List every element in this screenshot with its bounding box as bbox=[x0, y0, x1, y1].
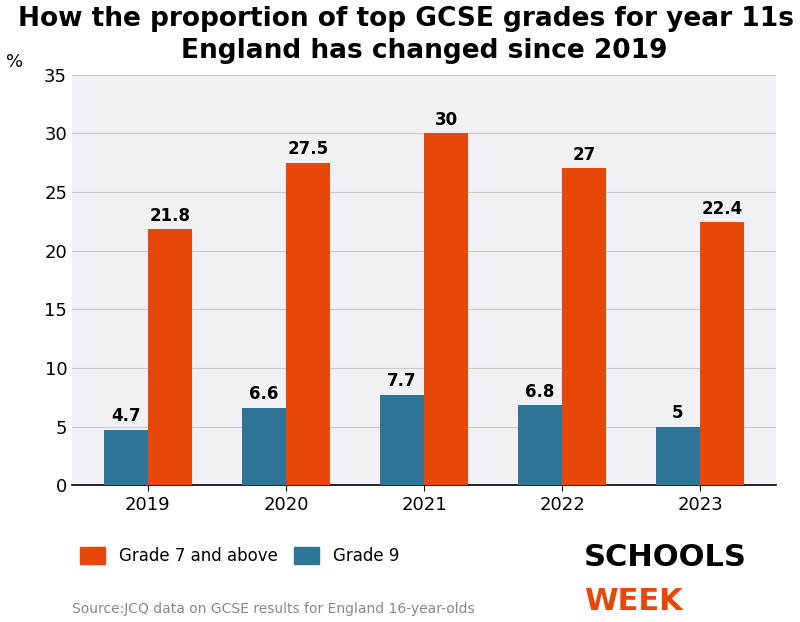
Text: 5: 5 bbox=[672, 404, 684, 422]
Bar bbox=[424, 133, 468, 485]
Text: 4.7: 4.7 bbox=[111, 407, 141, 425]
Legend: Grade 7 and above, Grade 9: Grade 7 and above, Grade 9 bbox=[80, 547, 399, 565]
Title: How the proportion of top GCSE grades for year 11s in
England has changed since : How the proportion of top GCSE grades fo… bbox=[18, 6, 800, 64]
Bar bbox=[518, 406, 562, 485]
Bar bbox=[242, 408, 286, 485]
Text: 27: 27 bbox=[573, 146, 596, 164]
Bar bbox=[700, 223, 744, 485]
Bar bbox=[562, 169, 606, 485]
Bar bbox=[104, 430, 148, 485]
Text: 27.5: 27.5 bbox=[287, 140, 329, 158]
Text: 6.8: 6.8 bbox=[526, 383, 554, 401]
Bar bbox=[286, 162, 330, 485]
Text: 7.7: 7.7 bbox=[387, 372, 417, 390]
Text: 30: 30 bbox=[434, 111, 458, 129]
Bar bbox=[380, 395, 424, 485]
Bar bbox=[656, 427, 700, 485]
Text: 6.6: 6.6 bbox=[249, 385, 278, 403]
Text: 22.4: 22.4 bbox=[702, 200, 742, 218]
Text: SCHOOLS: SCHOOLS bbox=[584, 543, 747, 572]
Text: %: % bbox=[6, 52, 22, 70]
Text: Source:JCQ data on GCSE results for England 16-year-olds: Source:JCQ data on GCSE results for Engl… bbox=[72, 601, 474, 616]
Text: WEEK: WEEK bbox=[584, 587, 682, 616]
Bar bbox=[148, 230, 192, 485]
Text: 21.8: 21.8 bbox=[150, 207, 190, 225]
